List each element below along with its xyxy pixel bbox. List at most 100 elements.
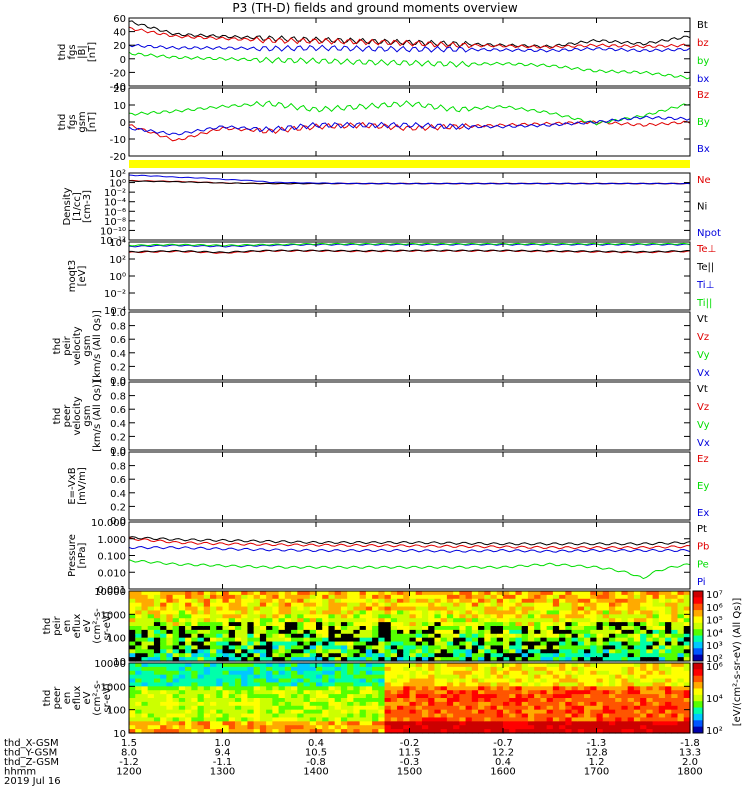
spectrogram-cell <box>216 637 224 643</box>
spectrogram-cell <box>247 682 255 687</box>
spectrogram-cell <box>615 641 623 647</box>
spectrogram-cell <box>340 721 348 726</box>
spectrogram-cell <box>353 606 361 612</box>
spectrogram-cell <box>577 657 585 662</box>
spectrogram-cell <box>471 690 479 695</box>
spectrogram-cell <box>584 670 591 676</box>
spectrogram-cell <box>565 645 573 650</box>
spectrogram-cell <box>459 694 467 699</box>
spectrogram-cell <box>247 637 255 643</box>
spectrogram-cell <box>259 645 267 650</box>
spectrogram-cell <box>166 709 174 715</box>
spectrogram-cell <box>141 701 149 707</box>
spectrogram-cell <box>153 606 161 612</box>
spectrogram-cell <box>633 657 641 662</box>
spectrogram-cell <box>334 645 342 650</box>
spectrogram-cell <box>658 598 666 604</box>
spectrogram-cell <box>316 594 323 600</box>
spectrogram-cell <box>652 674 660 680</box>
spectrogram-cell <box>503 618 510 623</box>
spectrogram-cell <box>191 598 199 604</box>
spectrogram-cell <box>316 682 323 687</box>
y-tick-label: 10² <box>109 255 126 266</box>
spectrogram-cell <box>347 610 354 615</box>
spectrogram-cell <box>197 694 205 699</box>
spectrogram-cell <box>297 666 305 672</box>
spectrogram-cell <box>465 657 473 662</box>
spectrogram-cell <box>403 610 411 615</box>
spectrogram-cell <box>646 690 654 695</box>
spectrogram-cell <box>216 657 224 662</box>
spectrogram-cell <box>234 641 242 647</box>
spectrogram-cell <box>671 653 679 658</box>
spectrogram-cell <box>490 618 498 623</box>
spectrogram-cell <box>322 701 330 707</box>
spectrogram-cell <box>484 690 492 695</box>
spectrogram-cell <box>633 653 641 658</box>
spectrogram-cell <box>253 598 261 604</box>
spectrogram-cell <box>153 598 161 604</box>
spectrogram-cell <box>241 606 249 612</box>
spectrogram-cell <box>303 670 311 676</box>
spectrogram-cell <box>671 637 679 643</box>
spectrogram-cell <box>403 594 411 600</box>
spectrogram-cell <box>509 686 517 691</box>
spectrogram-cell <box>602 598 610 604</box>
spectrogram-cell <box>129 629 136 635</box>
spectrogram-cell <box>484 591 492 596</box>
spectrogram-cell <box>565 682 573 687</box>
spectrogram-cell <box>627 657 635 662</box>
spectrogram-cell <box>584 610 591 615</box>
spectrogram-cell <box>185 645 192 650</box>
spectrogram-cell <box>172 614 180 619</box>
spectrogram-cell <box>147 645 155 650</box>
spectrogram-cell <box>328 721 336 726</box>
spectrogram-cell <box>397 598 404 604</box>
spectrogram-cell <box>652 653 660 658</box>
spectrogram-cell <box>322 663 330 668</box>
spectrogram-cell <box>677 705 685 711</box>
spectrogram-cell <box>453 653 460 658</box>
spectrogram-cell <box>527 622 535 627</box>
spectrogram-cell <box>503 657 510 662</box>
spectrogram-cell <box>153 721 161 726</box>
spectrogram-cell <box>334 686 342 691</box>
spectrogram-cell <box>172 637 180 643</box>
spectrogram-cell <box>403 645 411 650</box>
spectrogram-cell <box>129 637 136 643</box>
spectrogram-cell <box>465 682 473 687</box>
spectrogram-cell <box>322 678 330 684</box>
spectrogram-cell <box>440 709 448 715</box>
spectrogram-cell <box>390 602 398 608</box>
spectrogram-cell <box>446 717 454 722</box>
spectrogram-cell <box>291 729 298 734</box>
spectrogram-cell <box>421 666 429 672</box>
spectrogram-cell <box>228 649 236 654</box>
spectrogram-cell <box>496 690 504 695</box>
spectrogram-cell <box>540 674 548 680</box>
spectrogram-cell <box>247 641 255 647</box>
spectrogram-cell <box>515 701 523 707</box>
spectrogram-cell <box>160 614 167 619</box>
spectrogram-cell <box>259 618 267 623</box>
spectrogram-cell <box>259 598 267 604</box>
y-tick-label: 1.000 <box>97 535 126 546</box>
spectrogram-cell <box>316 618 323 623</box>
colorbar-frame <box>692 662 704 734</box>
spectrogram-cell <box>328 674 336 680</box>
spectrogram-cell <box>141 645 149 650</box>
spectrogram-cell <box>309 645 317 650</box>
spectrogram-cell <box>478 670 485 676</box>
spectrogram-cell <box>434 670 442 676</box>
spectrogram-cell <box>328 682 336 687</box>
legend-Ti⊥: Ti⊥ <box>696 280 714 291</box>
y-tick-label: 0.8 <box>110 392 126 403</box>
spectrogram-cell <box>671 657 679 662</box>
spectrogram-cell <box>403 690 411 695</box>
spectrogram-cell <box>153 594 161 600</box>
spectrogram-cell <box>172 657 180 662</box>
spectrogram-cell <box>278 629 286 635</box>
spectrogram-cell <box>552 610 560 615</box>
spectrogram-cell <box>253 649 261 654</box>
spectrogram-cell <box>278 682 286 687</box>
